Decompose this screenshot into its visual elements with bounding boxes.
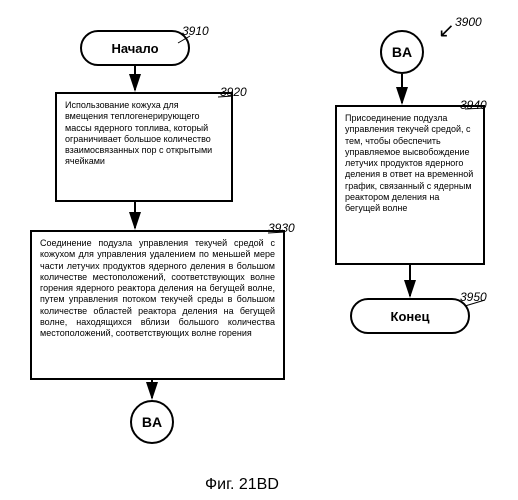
end-terminator: Конец <box>350 298 470 334</box>
process-3940: Присоединение подузла управления текучей… <box>335 105 485 265</box>
label-3910: 3910 <box>182 24 209 38</box>
label-3920: 3920 <box>220 85 247 99</box>
process-3920: Использование кожуха для вмещения теплог… <box>55 92 233 202</box>
process-3930: Соединение подузла управления текучей ср… <box>30 230 285 380</box>
connector-ba-out: BA <box>130 400 174 444</box>
label-3930: 3930 <box>268 221 295 235</box>
start-terminator: Начало <box>80 30 190 66</box>
label-3940: 3940 <box>460 98 487 112</box>
pointer-arrow-icon: ↙ <box>438 18 455 43</box>
connector-ba-in: BA <box>380 30 424 74</box>
figure-number: 3900 <box>455 15 482 29</box>
figure-caption: Фиг. 21BD <box>205 476 279 494</box>
label-3950: 3950 <box>460 290 487 304</box>
